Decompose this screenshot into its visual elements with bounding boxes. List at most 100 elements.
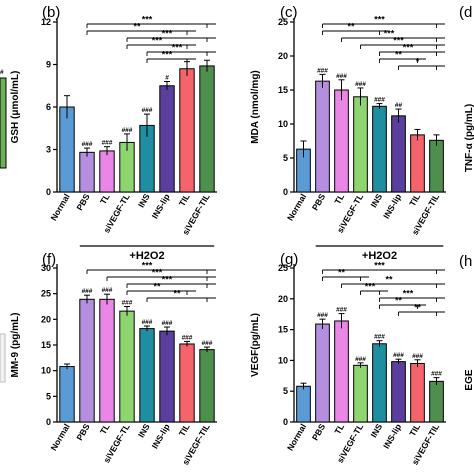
bar-significance-label: ### <box>82 288 93 295</box>
bar-tl <box>334 89 349 193</box>
bar-significance-label: ## <box>395 102 403 109</box>
y-tick-label: 25 <box>278 263 288 273</box>
bar-sivegf-tl <box>353 96 368 193</box>
bar-significance-label: ### <box>393 352 404 359</box>
bar-significance-label: ### <box>374 97 385 104</box>
comparison-bracket-label: *** <box>172 43 183 53</box>
x-category-label: PBS <box>310 422 328 442</box>
x-category-label: INS-lip <box>381 192 403 220</box>
bar-significance-label: ### <box>412 353 423 360</box>
x-category-label: Normal <box>48 192 71 222</box>
y-tick-label: 20 <box>278 294 288 304</box>
y-tick-label: 25 <box>278 17 288 27</box>
left-edge-fragment: # <box>0 69 7 383</box>
egf-axis-title-partial: EGE <box>464 369 474 390</box>
x-category-label: TL <box>98 422 112 436</box>
left-partial-sig-label: # <box>0 69 4 76</box>
bar-ins-lip <box>159 330 175 423</box>
panel-label-d-partial: (d <box>459 4 472 21</box>
bar-significance-label: ### <box>122 127 133 134</box>
comparison-bracket-label: ** <box>173 289 181 299</box>
bar-ins <box>372 105 387 193</box>
comparison-bracket-label: ** <box>347 22 355 32</box>
bar-significance-label: ### <box>102 140 113 147</box>
bar-significance-label: ### <box>182 334 193 341</box>
bar-ins-lip <box>391 361 406 423</box>
comparison-bracket-label: *** <box>162 50 173 60</box>
x-category-label: Normal <box>285 422 308 452</box>
comparison-bracket-label: ** <box>385 275 393 285</box>
bar-sivegf-tl <box>353 364 368 423</box>
y-tick-label: 3 <box>46 145 51 155</box>
x-category-label: TL <box>332 422 346 436</box>
chart-panel-4: (g) 0 5 10 15 20 25 VEGF(pg/mL) Normal ### PBS ### T… <box>250 251 446 467</box>
bar-pbs <box>315 323 330 423</box>
bar-tl <box>334 320 349 423</box>
bar-sivegf-til <box>199 349 215 423</box>
bar-normal <box>59 106 75 193</box>
y-tick-label: 15 <box>278 325 288 335</box>
bar-significance-label: # <box>165 75 169 82</box>
y-axis-title: MDA (nmol/mg) <box>250 70 261 144</box>
bar-sivegf-til <box>429 139 444 193</box>
y-tick-label: 0 <box>283 417 288 427</box>
bar-tl <box>99 298 115 423</box>
bar-significance-label: ### <box>202 340 213 347</box>
comparison-bracket-label: ** <box>133 22 141 32</box>
chart-panel-3: (f) 0 5 10 15 20 25 30 MM-9 (pg/mL) Normal ### PBS #… <box>10 251 217 467</box>
bar-normal <box>296 385 311 423</box>
comparison-bracket-label: *** <box>142 15 153 25</box>
comparison-bracket-label: *** <box>384 29 395 39</box>
y-tick-label: 10 <box>278 355 288 365</box>
y-tick-label: 0 <box>283 187 288 197</box>
bar-significance-label: ### <box>162 320 173 327</box>
x-category-label: INS <box>368 192 384 210</box>
comparison-bracket-label: ** <box>153 282 161 292</box>
comparison-bracket-label: ** <box>414 303 422 313</box>
y-tick-label: 10 <box>41 366 51 376</box>
y-tick-label: 5 <box>283 153 288 163</box>
x-category-label: TIL <box>407 422 422 438</box>
x-category-label: TIL <box>177 192 192 208</box>
bar-significance-label: ### <box>374 334 385 341</box>
bar-significance-label: ### <box>102 287 113 294</box>
x-category-label: PBS <box>74 192 92 212</box>
y-tick-label: 25 <box>41 289 51 299</box>
y-tick-label: 20 <box>41 314 51 324</box>
bar-pbs <box>79 151 95 193</box>
x-category-label: Normal <box>285 192 308 222</box>
y-tick-label: 0 <box>46 417 51 427</box>
bar-sivegf-tl <box>119 310 135 423</box>
y-axis-title: GSH (μmol/mL) <box>10 71 21 144</box>
y-tick-label: 9 <box>46 60 51 70</box>
bar-significance-label: ### <box>317 312 328 319</box>
comparison-bracket-label: *** <box>403 289 414 299</box>
bar-significance-label: ### <box>336 73 347 80</box>
panel-label: (c) <box>280 4 298 21</box>
x-category-label: PBS <box>310 192 328 212</box>
comparison-bracket-label: *** <box>374 261 385 271</box>
bar-ins-lip <box>159 85 175 193</box>
comparison-bracket-label: ** <box>395 296 403 306</box>
panel-label-h-partial: (h <box>459 253 472 270</box>
y-tick-label: 0 <box>46 187 51 197</box>
comparison-bracket-label: *** <box>152 268 163 278</box>
x-category-label: INS <box>368 422 384 440</box>
x-category-label: INS <box>136 422 152 440</box>
panel-label: (f) <box>42 251 56 268</box>
comparison-bracket-label: *** <box>162 275 173 285</box>
comparison-bracket-label: *** <box>142 261 153 271</box>
bar-ins <box>139 328 155 423</box>
x-category-label: INS-lip <box>150 422 172 450</box>
panel-label: (b) <box>42 4 60 21</box>
comparison-bracket-label: * <box>416 57 420 67</box>
tnf-axis-title-partial: TNF-α (pg/mL) <box>464 104 474 172</box>
comparison-bracket-label: ** <box>338 268 346 278</box>
bar-tl <box>99 150 115 193</box>
bar-pbs <box>79 298 95 423</box>
comparison-bracket-label: *** <box>374 15 385 25</box>
left-partial-box-bottom <box>0 333 6 383</box>
chart-panel-1: (b) 0 3 6 9 12 GSH (μmol/mL) Normal ### PBS ### TL #… <box>10 4 217 262</box>
bar-significance-label: ### <box>336 307 347 314</box>
